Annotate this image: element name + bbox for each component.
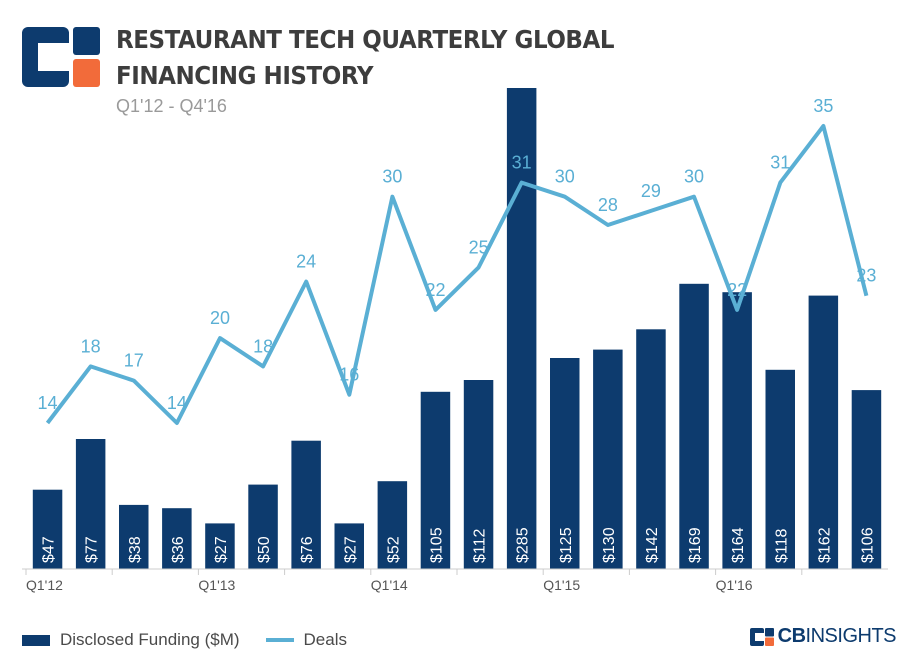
- deals-label: 22: [425, 280, 445, 300]
- funding-bar: [75, 439, 106, 569]
- funding-bar-label: $38: [127, 536, 144, 563]
- deals-label: 14: [37, 393, 57, 413]
- x-axis-label: Q1'13: [198, 577, 235, 593]
- deals-label: 31: [770, 153, 790, 173]
- funding-bar-label: $112: [472, 528, 489, 563]
- legend-label-funding: Disclosed Funding ($M): [60, 630, 240, 649]
- deals-label: 25: [469, 237, 489, 257]
- funding-bar: [636, 329, 666, 569]
- funding-bar: [119, 504, 149, 569]
- funding-bar-label: $36: [170, 536, 187, 563]
- funding-bar-label: $169: [687, 527, 704, 563]
- funding-bar: [334, 523, 364, 569]
- funding-bar: [808, 295, 839, 569]
- funding-bars: [32, 88, 882, 569]
- x-axis-label: Q1'16: [716, 577, 753, 593]
- legend-swatch-funding: [22, 634, 50, 646]
- funding-bar: [205, 523, 235, 569]
- funding-bar: [463, 380, 494, 569]
- funding-bar-label: $130: [601, 527, 618, 563]
- funding-bar-label: $125: [558, 527, 575, 563]
- funding-bar: [506, 88, 537, 569]
- deals-label: 30: [382, 167, 402, 187]
- funding-bar: [765, 369, 795, 569]
- deals-label: 14: [167, 393, 187, 413]
- cb-insights-logo: [22, 27, 100, 87]
- deals-label: 18: [81, 336, 101, 356]
- funding-bar: [593, 349, 623, 569]
- funding-bar: [679, 283, 709, 569]
- deals-label: 20: [210, 308, 230, 328]
- deals-label: 24: [296, 252, 316, 272]
- cb-insights-brand: CB INSIGHTS: [749, 625, 897, 648]
- funding-bar-label: $106: [859, 527, 876, 563]
- funding-bar-label: $47: [41, 536, 58, 563]
- deals-label: 30: [555, 167, 575, 187]
- deals-label: 17: [124, 351, 144, 371]
- deals-label: 30: [684, 167, 704, 187]
- funding-bar: [162, 508, 192, 569]
- funding-bar-label: $50: [256, 536, 273, 563]
- legend-item-funding: Disclosed Funding ($M): [22, 630, 240, 650]
- deals-label: 22: [727, 280, 747, 300]
- deals-label: 18: [253, 336, 273, 356]
- funding-bar-label: $142: [644, 527, 661, 563]
- cb-insights-brand-icon: [749, 627, 774, 646]
- brand-name-bold: CB: [777, 625, 806, 647]
- legend-label-deals: Deals: [303, 630, 347, 649]
- deals-label: 31: [512, 153, 532, 173]
- funding-bar-label: $162: [816, 527, 833, 563]
- deals-label: 16: [339, 365, 359, 385]
- deals-label: 23: [856, 266, 876, 286]
- funding-bar: [851, 390, 882, 569]
- funding-bar-label: $52: [385, 536, 402, 563]
- x-axis-label: Q1'15: [543, 577, 580, 593]
- funding-bar: [377, 481, 408, 569]
- funding-bar-label: $105: [429, 527, 446, 563]
- funding-bar: [420, 391, 451, 569]
- funding-bar: [291, 440, 321, 569]
- deals-label: 28: [598, 195, 618, 215]
- deals-line: [45, 124, 869, 425]
- funding-bar-label: $164: [730, 527, 747, 563]
- funding-bar-labels: $47 $77 $38 $36 $27 $50 $76 $27 $52 $105 $112 $285 $…: [41, 527, 877, 563]
- funding-bar-label: $27: [213, 536, 230, 563]
- chart-title: RESTAURANT TECH QUARTERLY GLOBAL FINANCI…: [116, 25, 615, 90]
- deals-label: 29: [641, 181, 661, 201]
- funding-bar-label: $77: [84, 536, 101, 563]
- x-axis-label: Q1'14: [371, 577, 408, 593]
- legend-swatch-deals: [265, 638, 294, 642]
- funding-bar-label: $118: [773, 528, 790, 563]
- funding-bar-label: $76: [299, 536, 316, 563]
- x-axis-label: Q1'12: [26, 577, 63, 593]
- funding-bar-label: $27: [342, 536, 359, 563]
- x-axis-ticks: [25, 569, 803, 575]
- funding-bar-label: $285: [515, 527, 532, 563]
- x-axis-labels: Q1'12 Q1'13 Q1'14 Q1'15 Q1'16: [26, 577, 753, 593]
- brand-name-rest: INSIGHTS: [805, 625, 897, 647]
- funding-bar: [550, 358, 580, 569]
- legend: Disclosed Funding ($M) Deals: [22, 627, 373, 653]
- funding-bar: [32, 489, 63, 569]
- legend-item-deals: Deals: [265, 630, 347, 650]
- chart-subtitle: Q1'12 - Q4'16: [116, 96, 227, 116]
- funding-bar: [722, 292, 752, 569]
- deals-label: 35: [813, 96, 833, 116]
- deals-labels: 14 18 17 14 20 18 24 16 30 22 25 31 30 28 29 30 22 31 35 23: [37, 96, 876, 413]
- funding-bar: [248, 484, 278, 569]
